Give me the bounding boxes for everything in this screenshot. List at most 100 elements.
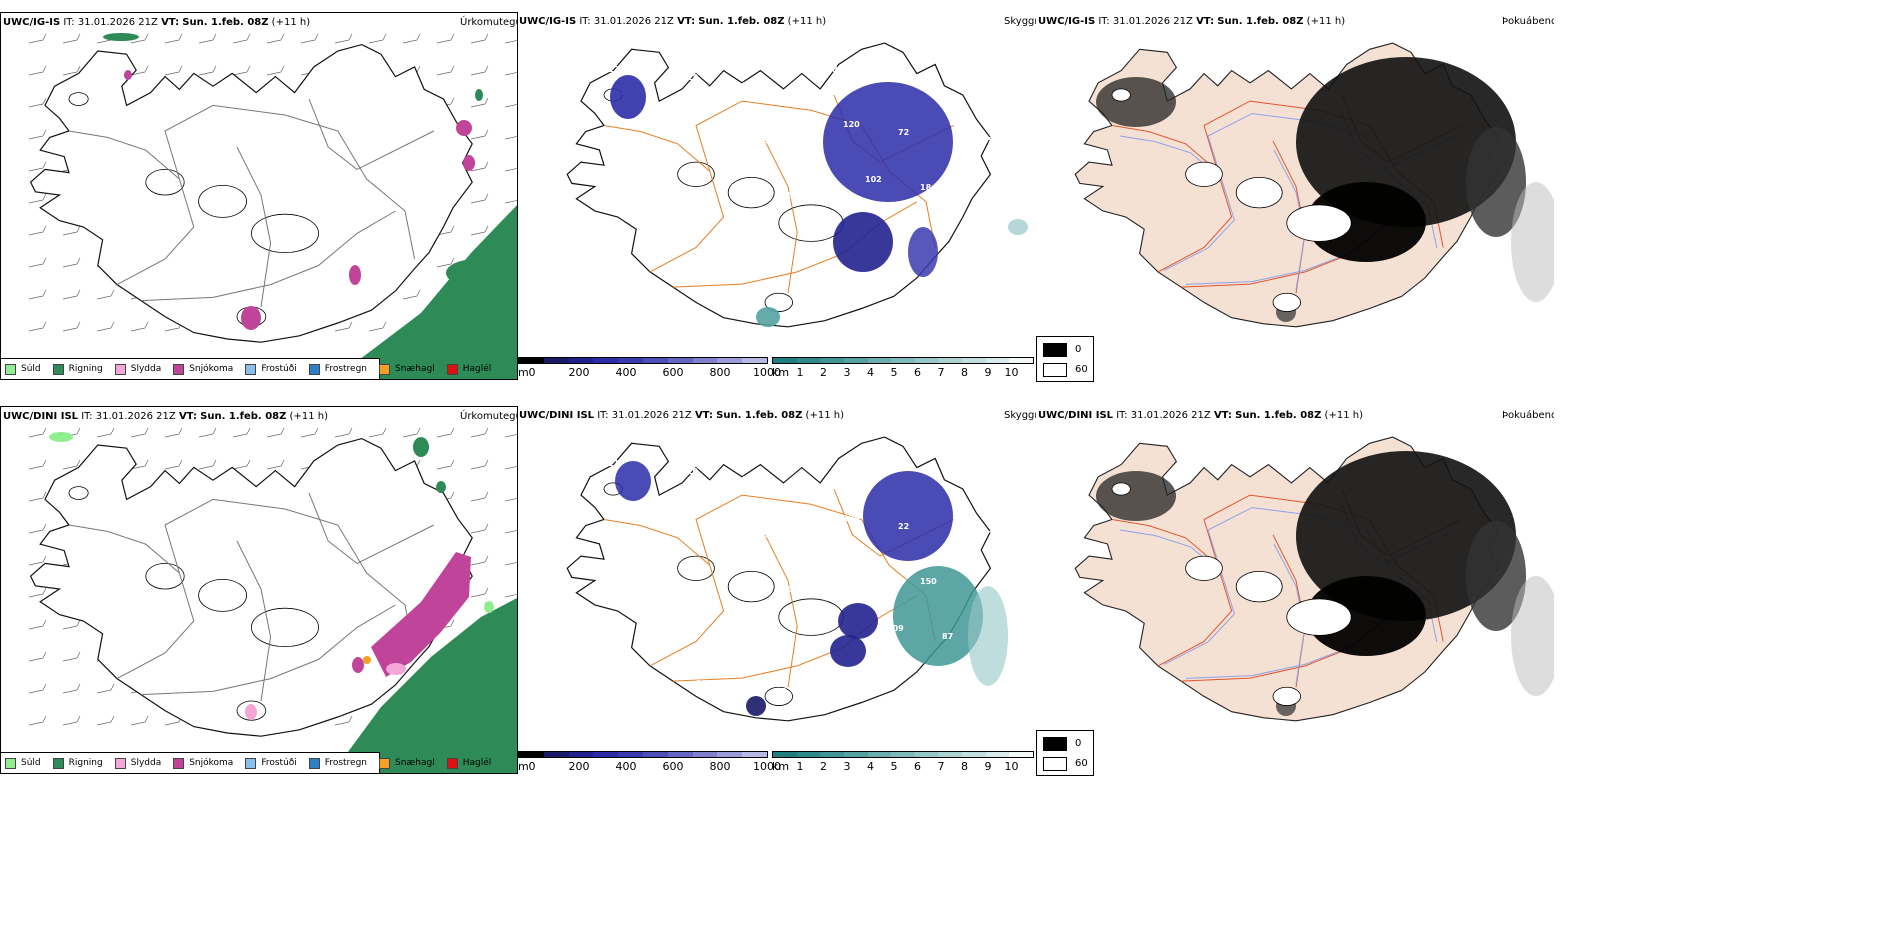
fog-legend-label: 0 [1075, 344, 1082, 355]
colorbar-tick: 800 [709, 366, 731, 379]
init-time: 31.01.2026 21Z [1130, 410, 1211, 421]
colorbar-cell [667, 358, 693, 363]
legend-swatch [52, 757, 64, 769]
wind-barb [334, 321, 353, 332]
wind-barb [28, 459, 47, 470]
wind-barb [130, 33, 149, 44]
colorbar-tick: 5 [890, 760, 898, 773]
colorbar-cell [820, 752, 844, 757]
colorbar-cell [568, 358, 594, 363]
cloud-visibility-panel: UWC/DINI ISL IT: 31.01.2026 21Z VT: Sun.… [518, 406, 1036, 776]
wind-barb [96, 715, 115, 726]
cloud-label: 11 [608, 459, 620, 468]
wind-barb [402, 289, 421, 300]
wind-barb [62, 619, 81, 630]
legend-label: Slydda [130, 364, 162, 374]
colorbar-cell [717, 752, 743, 757]
cloud-label: 22 [898, 522, 909, 531]
wind-barb [28, 683, 47, 694]
cloud-label: 151 [977, 530, 994, 539]
cloud-title: Skyggni [1004, 16, 1036, 27]
snow-area [349, 265, 361, 285]
fog-glacier [1111, 88, 1131, 102]
precip-road [236, 540, 272, 702]
cloud-label: 28 [687, 73, 699, 82]
colorbar-tick: 3 [843, 366, 851, 379]
fog-legend-swatch [1043, 737, 1067, 751]
cloud-glacier [727, 176, 775, 209]
colorbar-unit: m [518, 760, 529, 773]
colorbar-tick: 10 [1004, 760, 1019, 773]
wind-barb [470, 225, 489, 236]
cloud-header: UWC/IG-IS IT: 31.01.2026 21Z VT: Sun. 1.… [519, 16, 826, 27]
fog-glacier [1185, 161, 1223, 187]
colorbar-cell [642, 752, 668, 757]
wind-barb [28, 129, 47, 140]
colorbar-tick: 800 [709, 760, 731, 773]
colorbar-cell [568, 752, 594, 757]
legend-swatch [245, 757, 257, 769]
legend-swatch [114, 757, 126, 769]
colorbar-cell [914, 752, 939, 757]
precip-road [68, 524, 180, 574]
colorbar-strip [772, 751, 1034, 758]
cloud-label: 127 [652, 569, 669, 578]
init-time: 31.01.2026 21Z [1112, 16, 1193, 27]
cloud-label: 140 [955, 475, 972, 484]
colorbar-cell [543, 752, 569, 757]
fog-glacier [1286, 598, 1352, 636]
cloud-label: 102 [630, 514, 647, 523]
wind-barb [436, 459, 455, 470]
colorbar-cell [742, 358, 767, 363]
precip-road [236, 146, 272, 308]
cloud-label: 120 [843, 120, 860, 129]
fog-legend: 0 60 [1036, 336, 1094, 382]
colorbar-cell [843, 752, 868, 757]
valid-time: Sun. 1.feb. 08Z [716, 410, 803, 421]
wind-barb [504, 594, 517, 598]
legend-swatch [5, 363, 16, 375]
wind-barb [28, 491, 47, 502]
wind-barb [198, 65, 217, 76]
wind-barb [504, 136, 517, 140]
fog-legend-swatch [1043, 757, 1067, 771]
visibility-area [968, 586, 1008, 686]
legend-label: Súld [21, 758, 41, 768]
colorbar-tick: 400 [615, 366, 637, 379]
cloud-label: 12 [608, 65, 619, 74]
fog-area [1466, 521, 1526, 631]
wind-barb [504, 434, 517, 438]
precip-type-legend: Súld Rigning Slydda Snjókoma Frostúði Frostre… [1, 752, 491, 773]
colorbar-tick: 7 [937, 366, 945, 379]
legend-item: Snæhagl [379, 757, 435, 769]
colorbar-tick: 1 [796, 366, 804, 379]
wind-barb [164, 33, 183, 44]
colorbar-cell [867, 358, 892, 363]
wind-barb [28, 587, 47, 598]
cloud-label: 88 [731, 577, 743, 586]
cloud-glacier [764, 686, 793, 706]
wind-barb [62, 651, 81, 662]
wind-barb [266, 33, 285, 44]
cloud-glacier [677, 555, 715, 581]
wind-barb [266, 65, 285, 76]
init-time-label: IT: [1116, 410, 1128, 421]
wind-barb [470, 555, 489, 566]
colorbar-cell [717, 358, 743, 363]
cloud-base-colorbar: m 0 200 400 600 800 1000 [518, 751, 781, 775]
fog-title: Þokuábendi [1502, 16, 1554, 27]
cloud-label: 138 [876, 73, 893, 82]
snow-area [463, 155, 475, 171]
precip-glacier [250, 607, 319, 647]
precip-glacier [236, 700, 267, 721]
model-name: UWC/DINI ISL [519, 410, 595, 421]
valid-time: Sun. 1.feb. 08Z [1235, 410, 1322, 421]
wind-barb [28, 65, 47, 76]
precip-map [28, 33, 517, 379]
colorbar-tick: 2 [820, 366, 827, 379]
snow-area [124, 70, 132, 80]
iceland-outline [29, 43, 473, 343]
fog-indicator-panel: UWC/IG-IS IT: 31.01.2026 21Z VT: Sun. 1.… [1036, 12, 1554, 372]
colorbar-cell [519, 358, 544, 363]
colorbar-tick: 4 [867, 366, 874, 379]
